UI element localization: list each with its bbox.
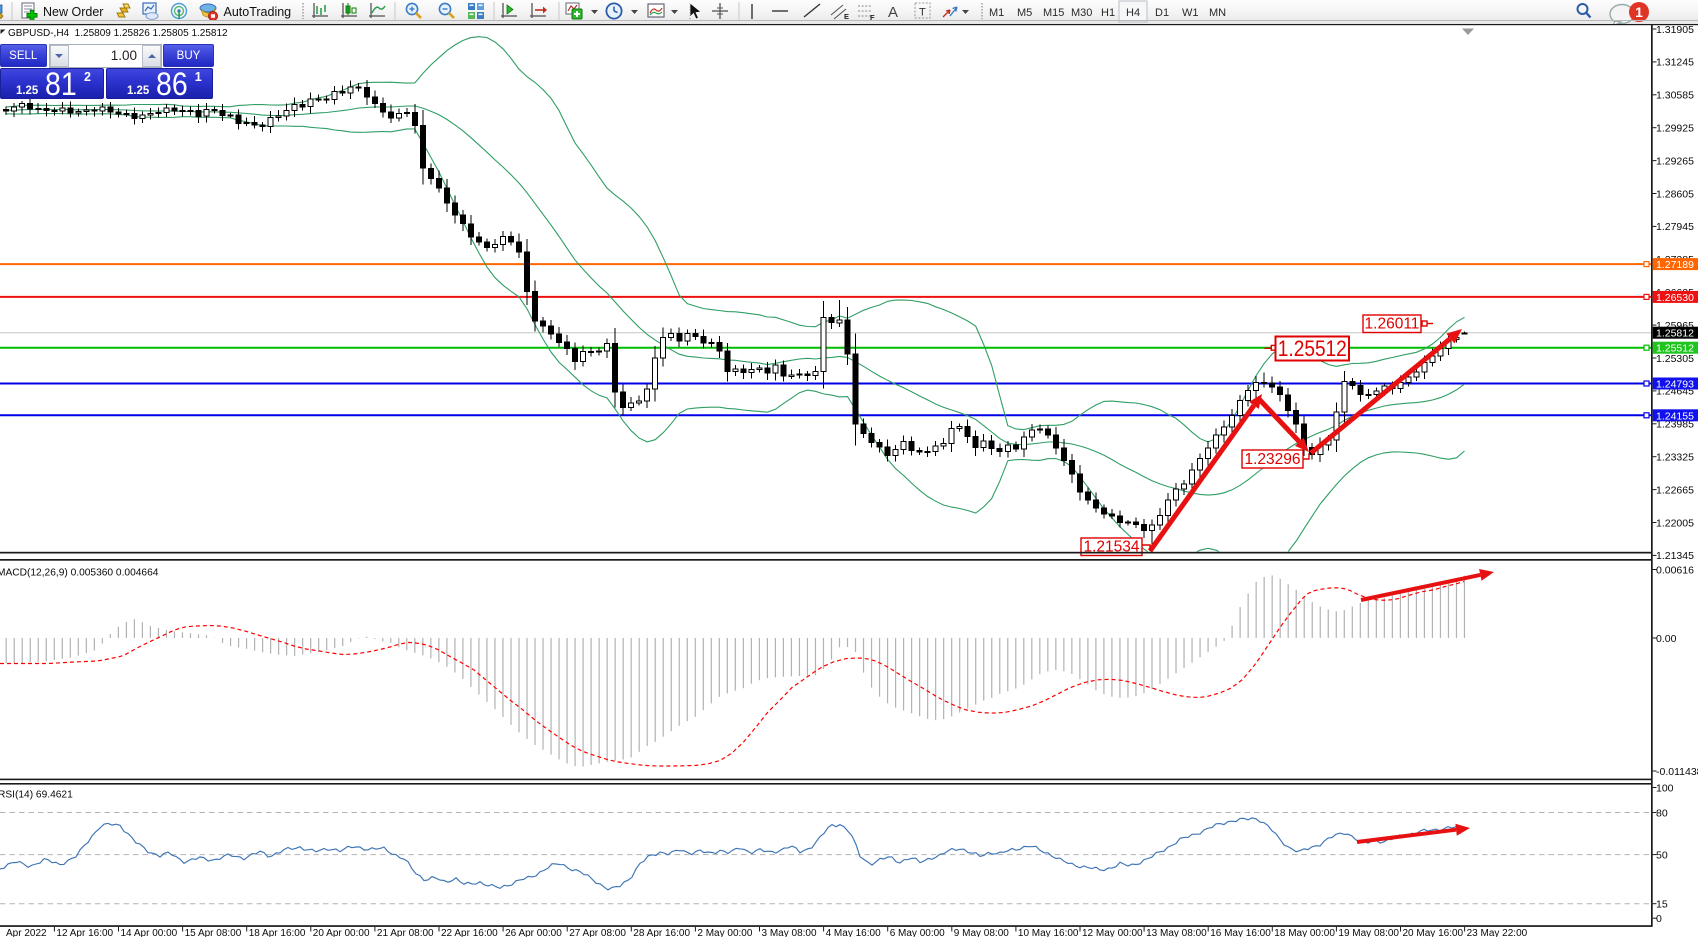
svg-text:100: 100 xyxy=(1656,782,1674,794)
svg-text:20 May 16:00: 20 May 16:00 xyxy=(1403,928,1464,937)
svg-text:1.23325: 1.23325 xyxy=(1656,452,1694,464)
svg-text:2 May 00:00: 2 May 00:00 xyxy=(697,928,752,937)
svg-text:1.29265: 1.29265 xyxy=(1656,155,1694,167)
svg-text:0.00616: 0.00616 xyxy=(1656,564,1694,576)
svg-text:1.22665: 1.22665 xyxy=(1656,484,1694,496)
svg-text:1.31905: 1.31905 xyxy=(1656,24,1694,36)
svg-text:12 May 00:00: 12 May 00:00 xyxy=(1082,928,1143,937)
svg-text:1.26011: 1.26011 xyxy=(1365,315,1420,332)
svg-text:26 Apr 00:00: 26 Apr 00:00 xyxy=(505,928,562,937)
svg-text:10 May 16:00: 10 May 16:00 xyxy=(1018,928,1079,937)
svg-text:1.23296: 1.23296 xyxy=(1244,451,1300,468)
svg-text:20 Apr 00:00: 20 Apr 00:00 xyxy=(313,928,370,937)
svg-text:MACD(12,26,9) 0.005360 0.00466: MACD(12,26,9) 0.005360 0.004664 xyxy=(0,568,159,579)
svg-text:1.25512: 1.25512 xyxy=(1656,343,1694,355)
svg-text:15: 15 xyxy=(1656,899,1668,911)
svg-text:Apr 2022: Apr 2022 xyxy=(6,928,47,937)
svg-text:6 May 00:00: 6 May 00:00 xyxy=(890,928,945,937)
svg-text:H1: H1 xyxy=(1101,7,1115,19)
svg-text:1: 1 xyxy=(1635,4,1643,20)
svg-text:M5: M5 xyxy=(1017,7,1032,19)
svg-text:1.30585: 1.30585 xyxy=(1656,90,1694,102)
svg-text:M30: M30 xyxy=(1071,7,1092,19)
svg-text:A: A xyxy=(888,4,898,21)
svg-text:-0.011438: -0.011438 xyxy=(1656,766,1698,778)
svg-text:16 May 16:00: 16 May 16:00 xyxy=(1210,928,1271,937)
svg-text:F: F xyxy=(870,13,875,22)
svg-text:0: 0 xyxy=(1656,913,1662,925)
svg-text:MN: MN xyxy=(1209,7,1226,19)
svg-text:1.23985: 1.23985 xyxy=(1656,419,1694,431)
svg-text:28 Apr 16:00: 28 Apr 16:00 xyxy=(633,928,690,937)
svg-text:1.24155: 1.24155 xyxy=(1656,410,1694,422)
svg-text:1.27189: 1.27189 xyxy=(1656,259,1694,271)
svg-text:RSI(14) 69.4621: RSI(14) 69.4621 xyxy=(0,790,73,801)
svg-text:50: 50 xyxy=(1656,849,1668,861)
svg-text:27 Apr 08:00: 27 Apr 08:00 xyxy=(569,928,626,937)
svg-text:1.25812: 1.25812 xyxy=(1656,328,1694,340)
svg-text:AutoTrading: AutoTrading xyxy=(224,5,292,19)
svg-text:M1: M1 xyxy=(989,7,1004,19)
svg-text:13 May 08:00: 13 May 08:00 xyxy=(1146,928,1207,937)
svg-text:12 Apr 16:00: 12 Apr 16:00 xyxy=(56,928,113,937)
svg-text:18 Apr 16:00: 18 Apr 16:00 xyxy=(249,928,306,937)
svg-text:80: 80 xyxy=(1656,807,1668,819)
svg-text:19 May 08:00: 19 May 08:00 xyxy=(1338,928,1399,937)
svg-text:W1: W1 xyxy=(1182,7,1199,19)
svg-text:1.27945: 1.27945 xyxy=(1656,221,1694,233)
svg-text:4 May 16:00: 4 May 16:00 xyxy=(826,928,881,937)
svg-text:M15: M15 xyxy=(1043,7,1064,19)
svg-text:T: T xyxy=(919,7,926,19)
svg-text:0.00: 0.00 xyxy=(1656,633,1677,645)
svg-text:1.31245: 1.31245 xyxy=(1656,57,1694,69)
svg-text:21 Apr 08:00: 21 Apr 08:00 xyxy=(377,928,434,937)
svg-text:E: E xyxy=(844,12,849,21)
svg-text:1.22005: 1.22005 xyxy=(1656,517,1694,529)
svg-text:3 May 08:00: 3 May 08:00 xyxy=(762,928,817,937)
svg-text:GBPUSD-,H4 1.25809 1.25826 1.: GBPUSD-,H4 1.25809 1.25826 1.25805 1.258… xyxy=(8,28,228,39)
svg-text:1.25305: 1.25305 xyxy=(1656,353,1694,365)
svg-text:1.25512: 1.25512 xyxy=(1278,336,1347,361)
svg-text:18 May 00:00: 18 May 00:00 xyxy=(1274,928,1335,937)
svg-text:D1: D1 xyxy=(1155,7,1169,19)
svg-text:15 Apr 08:00: 15 Apr 08:00 xyxy=(185,928,242,937)
svg-text:H4: H4 xyxy=(1126,7,1140,19)
svg-text:1.29925: 1.29925 xyxy=(1656,123,1694,135)
svg-text:22 Apr 16:00: 22 Apr 16:00 xyxy=(441,928,498,937)
svg-text:1.21534: 1.21534 xyxy=(1083,538,1139,555)
svg-text:1.26530: 1.26530 xyxy=(1656,292,1694,304)
svg-text:14 Apr 00:00: 14 Apr 00:00 xyxy=(121,928,178,937)
svg-text:1.28605: 1.28605 xyxy=(1656,188,1694,200)
svg-text:1.21345: 1.21345 xyxy=(1656,550,1694,562)
svg-text:1.24793: 1.24793 xyxy=(1656,379,1694,391)
svg-text:23 May 22:00: 23 May 22:00 xyxy=(1467,928,1528,937)
svg-text:9 May 08:00: 9 May 08:00 xyxy=(954,928,1009,937)
svg-text:New Order: New Order xyxy=(43,5,103,19)
